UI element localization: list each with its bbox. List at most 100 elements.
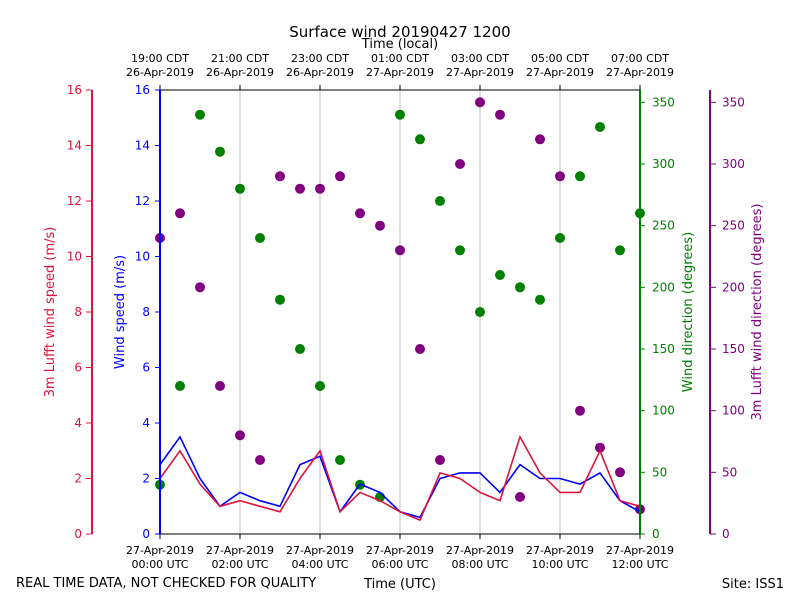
- top-tick-date: 27-Apr-2019: [366, 66, 434, 79]
- lufft-direction-point: [435, 455, 445, 465]
- wind-speed-tick-label: 8: [142, 305, 150, 319]
- bottom-tick-time: 12:00 UTC: [611, 558, 668, 571]
- lufft-direction-point: [615, 467, 625, 478]
- wind-direction-point: [335, 455, 345, 465]
- lufft-direction-point: [515, 492, 525, 502]
- bottom-tick-date: 27-Apr-2019: [126, 544, 194, 557]
- wind-direction-tick-label: 200: [652, 280, 675, 294]
- top-tick-time: 23:00 CDT: [291, 52, 349, 65]
- lufft-direction-point: [415, 344, 425, 354]
- wind-direction-point: [275, 294, 285, 305]
- wind-direction-point: [255, 233, 265, 243]
- bottom-tick-date: 27-Apr-2019: [606, 544, 674, 557]
- wind-direction-tick-label: 50: [652, 465, 667, 479]
- wind-direction-point: [415, 134, 425, 145]
- top-tick-time: 21:00 CDT: [211, 52, 269, 65]
- bottom-tick-date: 27-Apr-2019: [206, 544, 274, 557]
- lufft-direction-point: [235, 430, 245, 441]
- wind-direction-point: [495, 270, 505, 280]
- bottom-tick-date: 27-Apr-2019: [286, 544, 354, 557]
- chart-title: Surface wind 20190427 1200: [289, 23, 510, 41]
- lufft-direction-point: [275, 171, 285, 182]
- bottom-tick-time: 00:00 UTC: [131, 558, 188, 571]
- wind-direction-point: [195, 109, 205, 120]
- lufft-speed-axis-label: 3m Lufft wind speed (m/s): [43, 227, 58, 398]
- lufft-direction-tick-label: 350: [722, 95, 745, 109]
- lufft-direction-point: [375, 220, 385, 231]
- wind-speed-tick-label: 12: [135, 194, 150, 208]
- lufft-speed-tick-label: 10: [67, 250, 82, 264]
- wind-direction-point: [535, 294, 545, 305]
- wind-direction-point: [315, 381, 325, 391]
- wind-direction-point: [175, 381, 185, 391]
- bottom-tick-time: 08:00 UTC: [451, 558, 508, 571]
- wind-direction-point: [515, 282, 525, 293]
- data-series: [155, 97, 645, 522]
- lufft-direction-point: [195, 282, 205, 293]
- bottom-tick-time: 02:00 UTC: [211, 558, 268, 571]
- top-tick-time: 19:00 CDT: [131, 52, 189, 65]
- wind-direction-point: [215, 146, 225, 157]
- wind-speed-tick-label: 6: [142, 361, 150, 375]
- lufft-direction-point: [555, 171, 565, 182]
- lufft-speed-tick-label: 6: [74, 361, 82, 375]
- lufft-speed-tick-label: 12: [67, 194, 82, 208]
- wind-direction-point: [395, 109, 405, 120]
- lufft-direction-point: [475, 97, 485, 108]
- lufft-speed-tick-label: 0: [74, 527, 82, 541]
- wind-direction-axis-label: Wind direction (degrees): [681, 232, 696, 392]
- lufft-direction-tick-label: 100: [722, 404, 745, 418]
- wind-speed-tick-label: 10: [135, 250, 150, 264]
- bottom-tick-time: 04:00 UTC: [291, 558, 348, 571]
- top-tick-time: 01:00 CDT: [371, 52, 429, 65]
- top-tick-date: 27-Apr-2019: [446, 66, 514, 79]
- wind-direction-point: [235, 183, 245, 194]
- lufft-direction-point: [575, 405, 585, 416]
- lufft-direction-point: [455, 159, 465, 169]
- lufft-direction-tick-label: 200: [722, 280, 745, 294]
- wind-direction-tick-label: 0: [652, 527, 660, 541]
- wind-direction-tick-label: 300: [652, 157, 675, 171]
- wind-direction-tick-label: 150: [652, 342, 675, 356]
- bottom-tick-date: 27-Apr-2019: [526, 544, 594, 557]
- lufft-direction-point: [295, 183, 305, 194]
- top-tick-time: 07:00 CDT: [611, 52, 669, 65]
- wind-direction-tick-label: 350: [652, 95, 675, 109]
- lufft-speed-tick-label: 8: [74, 305, 82, 319]
- wind-direction-point: [575, 171, 585, 182]
- grid-lines: [239, 90, 561, 534]
- wind-direction-point: [475, 307, 485, 317]
- lufft-direction-point: [335, 171, 345, 182]
- lufft-direction-point: [175, 208, 185, 219]
- wind-speed-tick-label: 0: [142, 527, 150, 541]
- footer-site: Site: ISS1: [722, 577, 784, 592]
- bottom-tick-time: 06:00 UTC: [371, 558, 428, 571]
- wind-speed-tick-label: 16: [135, 83, 150, 97]
- wind-direction-point: [435, 196, 445, 206]
- top-axis-label: Time (local): [361, 37, 438, 52]
- lufft-speed-tick-label: 2: [74, 472, 82, 486]
- lufft-direction-point: [215, 381, 225, 391]
- top-tick-date: 27-Apr-2019: [606, 66, 674, 79]
- bottom-tick-date: 27-Apr-2019: [366, 544, 434, 557]
- wind-direction-tick-label: 250: [652, 219, 675, 233]
- lufft-direction-point: [495, 109, 505, 120]
- bottom-axis-label: Time (UTC): [363, 577, 436, 592]
- lufft-direction-tick-label: 150: [722, 342, 745, 356]
- lufft-direction-point: [595, 442, 605, 453]
- lufft-speed-line: [159, 434, 641, 522]
- lufft-direction-point: [355, 208, 365, 219]
- lufft-direction-point: [395, 245, 405, 256]
- lufft-direction-point: [315, 183, 325, 194]
- wind-direction-point: [455, 245, 465, 256]
- wind-direction-point: [595, 122, 605, 132]
- top-tick-date: 26-Apr-2019: [206, 66, 274, 79]
- lufft-direction-tick-label: 300: [722, 157, 745, 171]
- wind-speed-axis-label: Wind speed (m/s): [113, 255, 128, 369]
- bottom-tick-time: 10:00 UTC: [531, 558, 588, 571]
- wind-direction-tick-label: 100: [652, 404, 675, 418]
- wind-direction-point: [295, 344, 305, 354]
- lufft-direction-axis-label: 3m Lufft wind direction (degrees): [750, 204, 765, 421]
